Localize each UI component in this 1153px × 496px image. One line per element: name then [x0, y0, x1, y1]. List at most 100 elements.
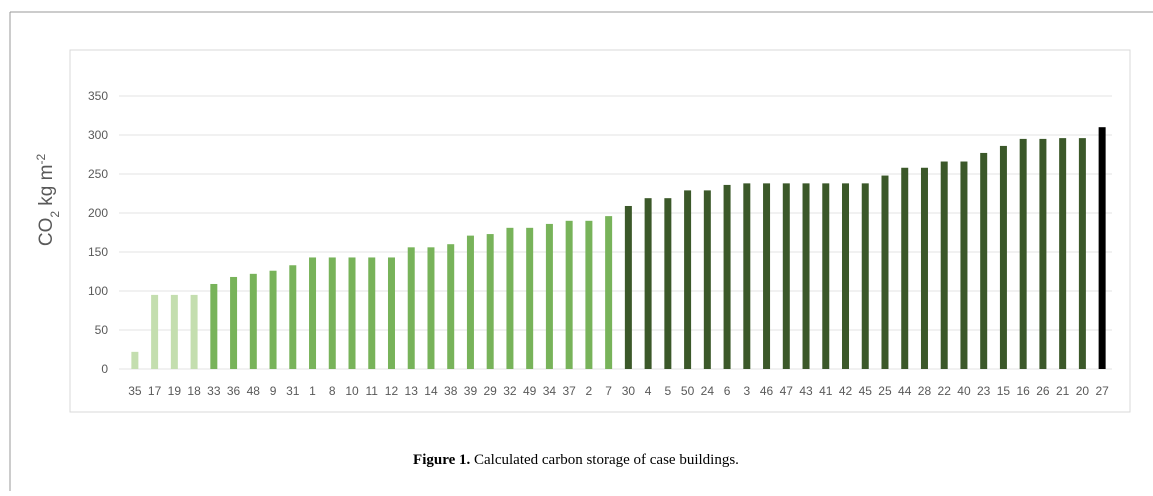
x-tick-label: 3	[743, 384, 750, 398]
x-tick-label: 24	[701, 384, 715, 398]
bar	[387, 257, 395, 369]
y-axis-label: CO2 kg m-2	[34, 154, 62, 247]
y-tick-label: 0	[101, 362, 108, 376]
x-tick-label: 44	[898, 384, 912, 398]
bar	[901, 167, 909, 369]
bar	[289, 265, 297, 369]
y-label-part: kg m	[36, 165, 57, 211]
bar	[605, 216, 613, 369]
bar	[703, 190, 711, 369]
bar	[269, 270, 277, 369]
bar	[980, 152, 988, 369]
x-tick-label: 16	[1016, 384, 1030, 398]
bar	[960, 161, 968, 369]
x-tick-label: 49	[523, 384, 537, 398]
y-tick-label: 150	[88, 245, 108, 259]
bar	[506, 227, 514, 369]
bar	[210, 283, 218, 369]
x-tick-label: 34	[543, 384, 557, 398]
x-tick-label: 2	[586, 384, 593, 398]
x-tick-label: 11	[366, 384, 379, 398]
x-tick-label: 4	[645, 384, 652, 398]
bar	[151, 294, 159, 369]
y-label-part: CO	[36, 218, 57, 247]
x-tick-label: 39	[464, 384, 478, 398]
y-tick-label: 100	[88, 284, 108, 298]
chart-area	[69, 49, 1131, 413]
bar	[565, 220, 573, 369]
bar	[1078, 138, 1086, 369]
x-tick-label: 12	[385, 384, 399, 398]
y-tick-label: 300	[88, 128, 108, 142]
x-tick-label: 42	[839, 384, 853, 398]
x-tick-label: 30	[622, 384, 636, 398]
bar	[940, 161, 948, 369]
bar	[802, 183, 810, 369]
x-tick-label: 7	[605, 384, 612, 398]
bar	[1019, 138, 1027, 369]
x-tick-label: 26	[1036, 384, 1050, 398]
x-tick-label: 36	[227, 384, 241, 398]
x-tick-label: 33	[207, 384, 221, 398]
x-tick-label: 1	[309, 384, 316, 398]
bar	[427, 247, 435, 369]
y-label-part: -2	[34, 154, 48, 165]
x-tick-label: 20	[1076, 384, 1090, 398]
x-tick-label: 46	[760, 384, 774, 398]
x-tick-label: 31	[286, 384, 300, 398]
bar	[1098, 127, 1106, 369]
bar	[309, 257, 317, 369]
x-tick-label: 32	[503, 384, 517, 398]
bar	[466, 235, 474, 369]
bar	[684, 190, 692, 369]
x-tick-label: 15	[997, 384, 1011, 398]
bar	[328, 257, 336, 369]
bar	[644, 198, 652, 369]
bar	[447, 244, 455, 369]
x-tick-label: 43	[799, 384, 813, 398]
x-tick-label: 22	[938, 384, 952, 398]
bar	[743, 183, 751, 369]
bar	[249, 273, 257, 369]
x-tick-label: 37	[562, 384, 576, 398]
bar	[763, 183, 771, 369]
bar	[842, 183, 850, 369]
y-tick-label: 350	[88, 89, 108, 103]
x-tick-label: 29	[484, 384, 498, 398]
y-tick-label: 50	[95, 323, 109, 337]
y-tick-label: 250	[88, 167, 108, 181]
bar	[348, 257, 356, 369]
x-tick-label: 48	[247, 384, 261, 398]
bar	[1059, 138, 1067, 369]
bar	[585, 220, 593, 369]
bar	[545, 223, 553, 369]
x-tick-label: 40	[957, 384, 971, 398]
x-tick-label: 9	[270, 384, 277, 398]
bar	[407, 247, 415, 369]
x-tick-label: 50	[681, 384, 695, 398]
x-tick-label: 27	[1095, 384, 1109, 398]
x-tick-label: 6	[724, 384, 731, 398]
bar	[881, 175, 889, 369]
x-tick-label: 18	[187, 384, 201, 398]
bar	[190, 294, 198, 369]
caption-label: Figure 1.	[413, 452, 470, 468]
x-tick-label: 28	[918, 384, 932, 398]
x-tick-label: 38	[444, 384, 458, 398]
bar	[170, 294, 178, 369]
caption: Figure 1. Calculated carbon storage of c…	[413, 452, 739, 468]
x-tick-label: 13	[405, 384, 419, 398]
bar	[368, 257, 376, 369]
x-tick-label: 8	[329, 384, 336, 398]
bar	[1039, 138, 1047, 369]
x-tick-label: 41	[819, 384, 833, 398]
x-tick-label: 35	[128, 384, 142, 398]
bar	[723, 184, 731, 369]
x-tick-label: 25	[878, 384, 892, 398]
x-tick-label: 17	[148, 384, 162, 398]
x-tick-label: 45	[859, 384, 873, 398]
bar	[999, 145, 1007, 369]
bar	[131, 351, 139, 369]
